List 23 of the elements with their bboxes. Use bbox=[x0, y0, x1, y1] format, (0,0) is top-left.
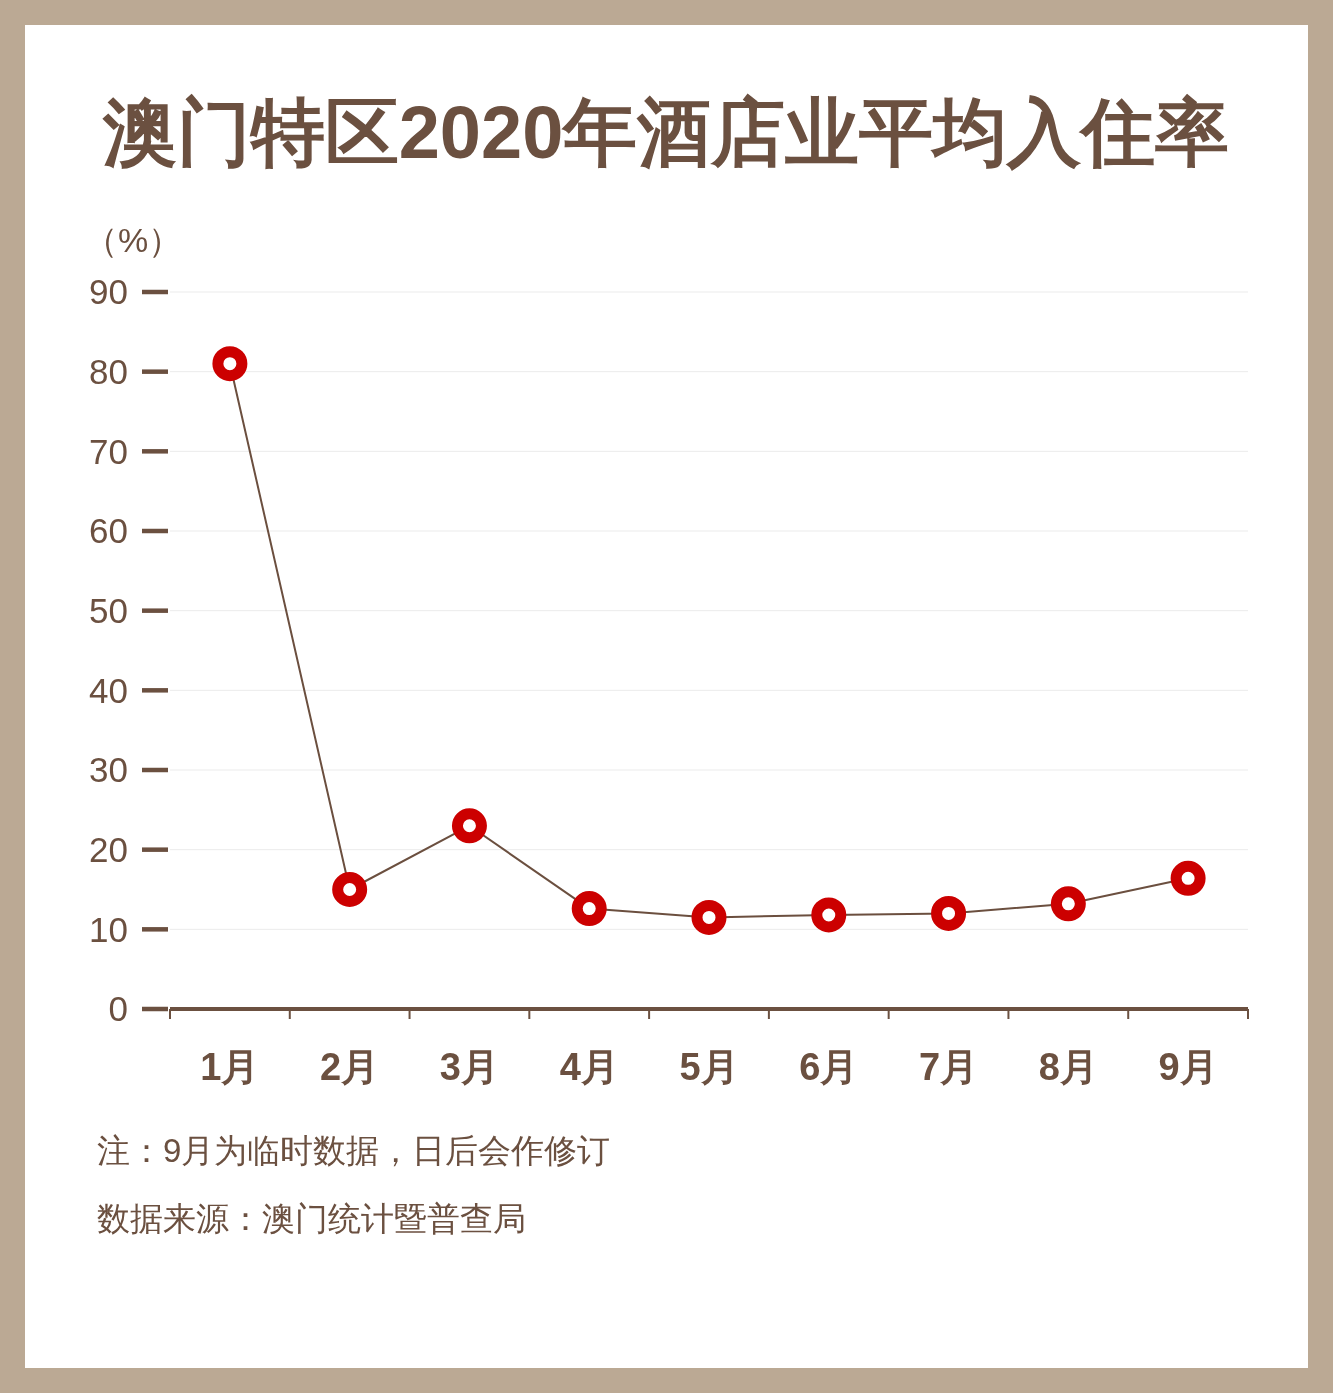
x-tick-label: 5月 bbox=[679, 1046, 739, 1088]
source-note: 数据来源：澳门统计暨普查局 bbox=[97, 1200, 526, 1237]
y-axis-title: （%） bbox=[84, 221, 183, 259]
x-tick-label: 2月 bbox=[320, 1046, 380, 1088]
y-tick-label: 40 bbox=[89, 670, 128, 710]
y-tick-label: 60 bbox=[89, 511, 128, 551]
x-tick-label: 8月 bbox=[1038, 1046, 1098, 1088]
y-tick-label: 20 bbox=[89, 829, 128, 869]
y-tick-label: 30 bbox=[89, 750, 128, 790]
y-tick-label: 0 bbox=[108, 989, 128, 1029]
x-tick-label: 7月 bbox=[918, 1046, 979, 1088]
y-tick-label: 50 bbox=[89, 590, 128, 630]
text: 注：9月为临时数据，日后会作修订 bbox=[97, 1132, 611, 1169]
x-tick-label: 3月 bbox=[439, 1046, 500, 1088]
chart-title: 澳门特区2020年酒店业平均入住率 bbox=[101, 91, 1230, 174]
x-tick-label: 9月 bbox=[1158, 1046, 1218, 1088]
y-tick-label: 90 bbox=[89, 272, 128, 312]
x-tick-label: 6月 bbox=[799, 1046, 859, 1088]
y-tick-label: 10 bbox=[89, 909, 128, 949]
x-tick-label: 4月 bbox=[559, 1046, 619, 1088]
x-tick-label: 1月 bbox=[200, 1046, 260, 1088]
y-tick-label: 80 bbox=[89, 351, 128, 391]
y-tick-label: 70 bbox=[89, 431, 128, 471]
